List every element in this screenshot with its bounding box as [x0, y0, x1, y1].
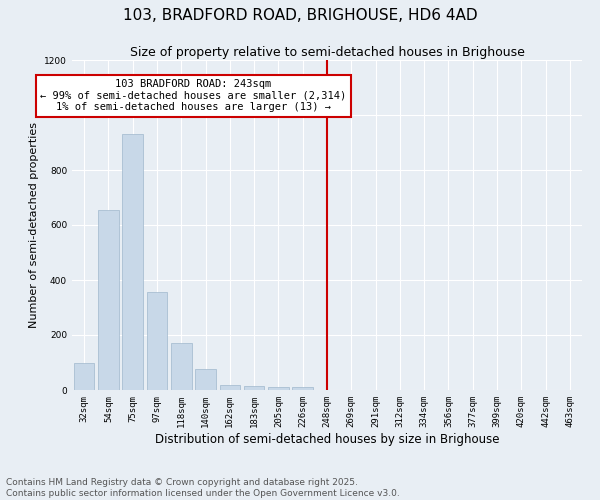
Bar — [268, 387, 289, 390]
Bar — [122, 134, 143, 390]
Text: 103 BRADFORD ROAD: 243sqm
← 99% of semi-detached houses are smaller (2,314)
1% o: 103 BRADFORD ROAD: 243sqm ← 99% of semi-… — [40, 79, 347, 112]
Bar — [98, 210, 119, 390]
Text: Contains HM Land Registry data © Crown copyright and database right 2025.
Contai: Contains HM Land Registry data © Crown c… — [6, 478, 400, 498]
Bar — [220, 384, 240, 390]
Text: 103, BRADFORD ROAD, BRIGHOUSE, HD6 4AD: 103, BRADFORD ROAD, BRIGHOUSE, HD6 4AD — [122, 8, 478, 22]
Bar — [171, 343, 191, 390]
Bar — [244, 386, 265, 390]
Bar — [292, 387, 313, 390]
Title: Size of property relative to semi-detached houses in Brighouse: Size of property relative to semi-detach… — [130, 46, 524, 59]
Y-axis label: Number of semi-detached properties: Number of semi-detached properties — [29, 122, 38, 328]
Bar — [146, 292, 167, 390]
Bar — [195, 370, 216, 390]
Bar — [74, 362, 94, 390]
X-axis label: Distribution of semi-detached houses by size in Brighouse: Distribution of semi-detached houses by … — [155, 432, 499, 446]
